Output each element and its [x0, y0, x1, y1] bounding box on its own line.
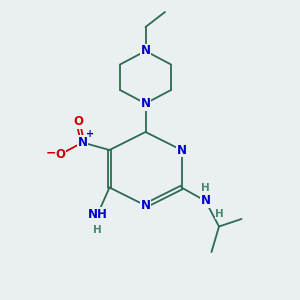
Text: NH: NH [88, 208, 107, 221]
Text: N: N [140, 44, 151, 58]
Text: N: N [140, 97, 151, 110]
Text: N: N [77, 136, 88, 149]
Text: +: + [86, 129, 94, 139]
Text: N: N [140, 199, 151, 212]
Text: N: N [200, 194, 211, 208]
Text: −: − [46, 146, 56, 160]
Text: O: O [55, 148, 65, 161]
Text: O: O [73, 115, 83, 128]
Text: H: H [93, 225, 102, 235]
Text: H: H [201, 183, 210, 194]
Text: N: N [176, 143, 187, 157]
Text: H: H [215, 209, 224, 219]
